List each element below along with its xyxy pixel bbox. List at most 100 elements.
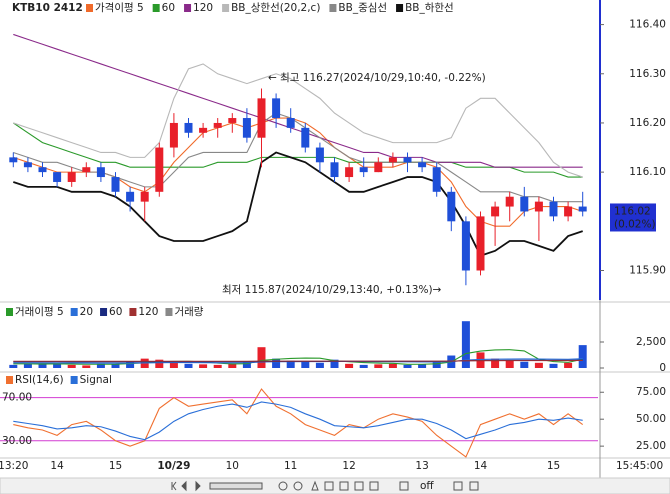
legend-swatch	[6, 376, 13, 384]
candle-body	[447, 191, 456, 222]
volume-bar	[23, 363, 32, 368]
volume-bar	[520, 361, 529, 368]
volume-bar	[359, 364, 368, 368]
legend-label: 20	[80, 306, 93, 318]
button-save[interactable]	[469, 481, 479, 491]
candle-body	[228, 118, 237, 123]
y-tick-label: 116.10	[629, 166, 666, 178]
legend-swatch	[165, 308, 173, 316]
last-price-box	[610, 203, 656, 232]
candle-body	[53, 172, 62, 182]
x-tick-label: 14	[50, 460, 64, 472]
indicator-line	[12, 122, 583, 178]
volume-bar	[111, 364, 120, 368]
volume-bar	[169, 362, 178, 368]
candle-body	[184, 122, 193, 133]
legend-swatch	[329, 4, 337, 12]
level-label: 70.00	[2, 392, 32, 404]
indicator-line	[13, 359, 583, 362]
volume-bar	[301, 361, 310, 368]
indicator-line	[13, 112, 583, 203]
legend-label: BB_중심선	[338, 2, 387, 14]
volume-bar	[38, 364, 47, 368]
indicator-line	[13, 388, 584, 458]
legend-label: BB_상한선(20,2,c)	[231, 2, 320, 14]
candle-body	[272, 98, 281, 119]
volume-bar	[491, 358, 500, 368]
volume-bar	[286, 360, 295, 368]
x-tick-label: 13	[415, 460, 428, 472]
x-tick-label: 13:20	[0, 460, 28, 472]
candle-body	[534, 201, 543, 212]
last-price: 116.02	[614, 205, 651, 217]
button-flag[interactable]	[399, 481, 409, 491]
y-tick-label: 116.30	[629, 68, 666, 80]
legend-swatch	[70, 308, 78, 316]
button-next[interactable]	[195, 480, 201, 492]
candle-body	[315, 147, 324, 163]
candle-body	[403, 157, 412, 163]
volume-bar	[272, 358, 281, 368]
candle-body	[301, 127, 310, 148]
legend-label: 120	[138, 306, 158, 318]
legend-label: 가격이평 5	[95, 1, 144, 14]
button-draw[interactable]	[311, 480, 319, 491]
button-prev[interactable]	[181, 480, 187, 492]
y-tick-label: 116.40	[629, 19, 666, 31]
button-box[interactable]	[324, 481, 334, 491]
x-tick-label: 14	[474, 460, 488, 472]
candle-body	[111, 177, 120, 192]
candle-body	[126, 191, 135, 202]
volume-bar	[374, 364, 383, 368]
legend-swatch	[152, 4, 160, 12]
candle-body	[23, 162, 32, 168]
volume-bar	[418, 364, 427, 368]
legend-swatch	[86, 4, 93, 12]
button-list[interactable]	[354, 481, 364, 491]
volume-bar	[82, 365, 91, 368]
candle-body	[549, 201, 558, 217]
legend-swatch	[184, 4, 192, 12]
volume-bar	[564, 362, 573, 368]
legend-label: 60	[109, 306, 122, 318]
indicator-line	[13, 63, 583, 178]
candle-body	[418, 162, 427, 168]
button-copy[interactable]	[369, 481, 379, 491]
y-tick-label: 50.00	[636, 413, 666, 425]
button-grid[interactable]	[339, 481, 349, 491]
volume-bar	[534, 362, 543, 368]
candle-body	[67, 172, 76, 182]
candle-body	[359, 167, 368, 173]
volume-bar	[242, 361, 251, 368]
volume-bar	[315, 362, 324, 368]
volume-bar	[67, 364, 76, 368]
y-tick-label: 115.90	[629, 264, 666, 276]
button-zoom-out[interactable]	[278, 481, 288, 491]
button-first[interactable]	[171, 481, 177, 491]
candle-body	[432, 167, 441, 192]
x-tick-label: 12	[342, 460, 355, 472]
candle-body	[213, 122, 222, 128]
volume-bar	[213, 364, 222, 368]
volume-bar	[257, 347, 266, 368]
y-tick-label: 25.00	[636, 440, 666, 452]
volume-bar	[461, 321, 470, 368]
scrollbar[interactable]	[209, 482, 263, 490]
candle-body	[169, 122, 178, 148]
candle-body	[242, 118, 251, 138]
annotation-low: 최저 115.87(2024/10/29,13:40, +0.13%)→	[222, 284, 442, 296]
legend-label: Signal	[80, 374, 112, 386]
button-zoom-in[interactable]	[293, 481, 303, 491]
volume-bar	[549, 363, 558, 368]
volume-bar	[345, 363, 354, 368]
level-label: 30.00	[2, 435, 32, 447]
toolbar-buttons[interactable]	[171, 480, 479, 492]
toolbar-off[interactable]: off	[420, 480, 434, 492]
legend-swatch	[222, 4, 230, 12]
chart-title: KTB10 2412	[12, 2, 83, 14]
button-settings[interactable]	[453, 481, 463, 491]
volume-bar	[388, 363, 397, 368]
candle-body	[38, 167, 47, 173]
candle-body	[155, 147, 164, 192]
